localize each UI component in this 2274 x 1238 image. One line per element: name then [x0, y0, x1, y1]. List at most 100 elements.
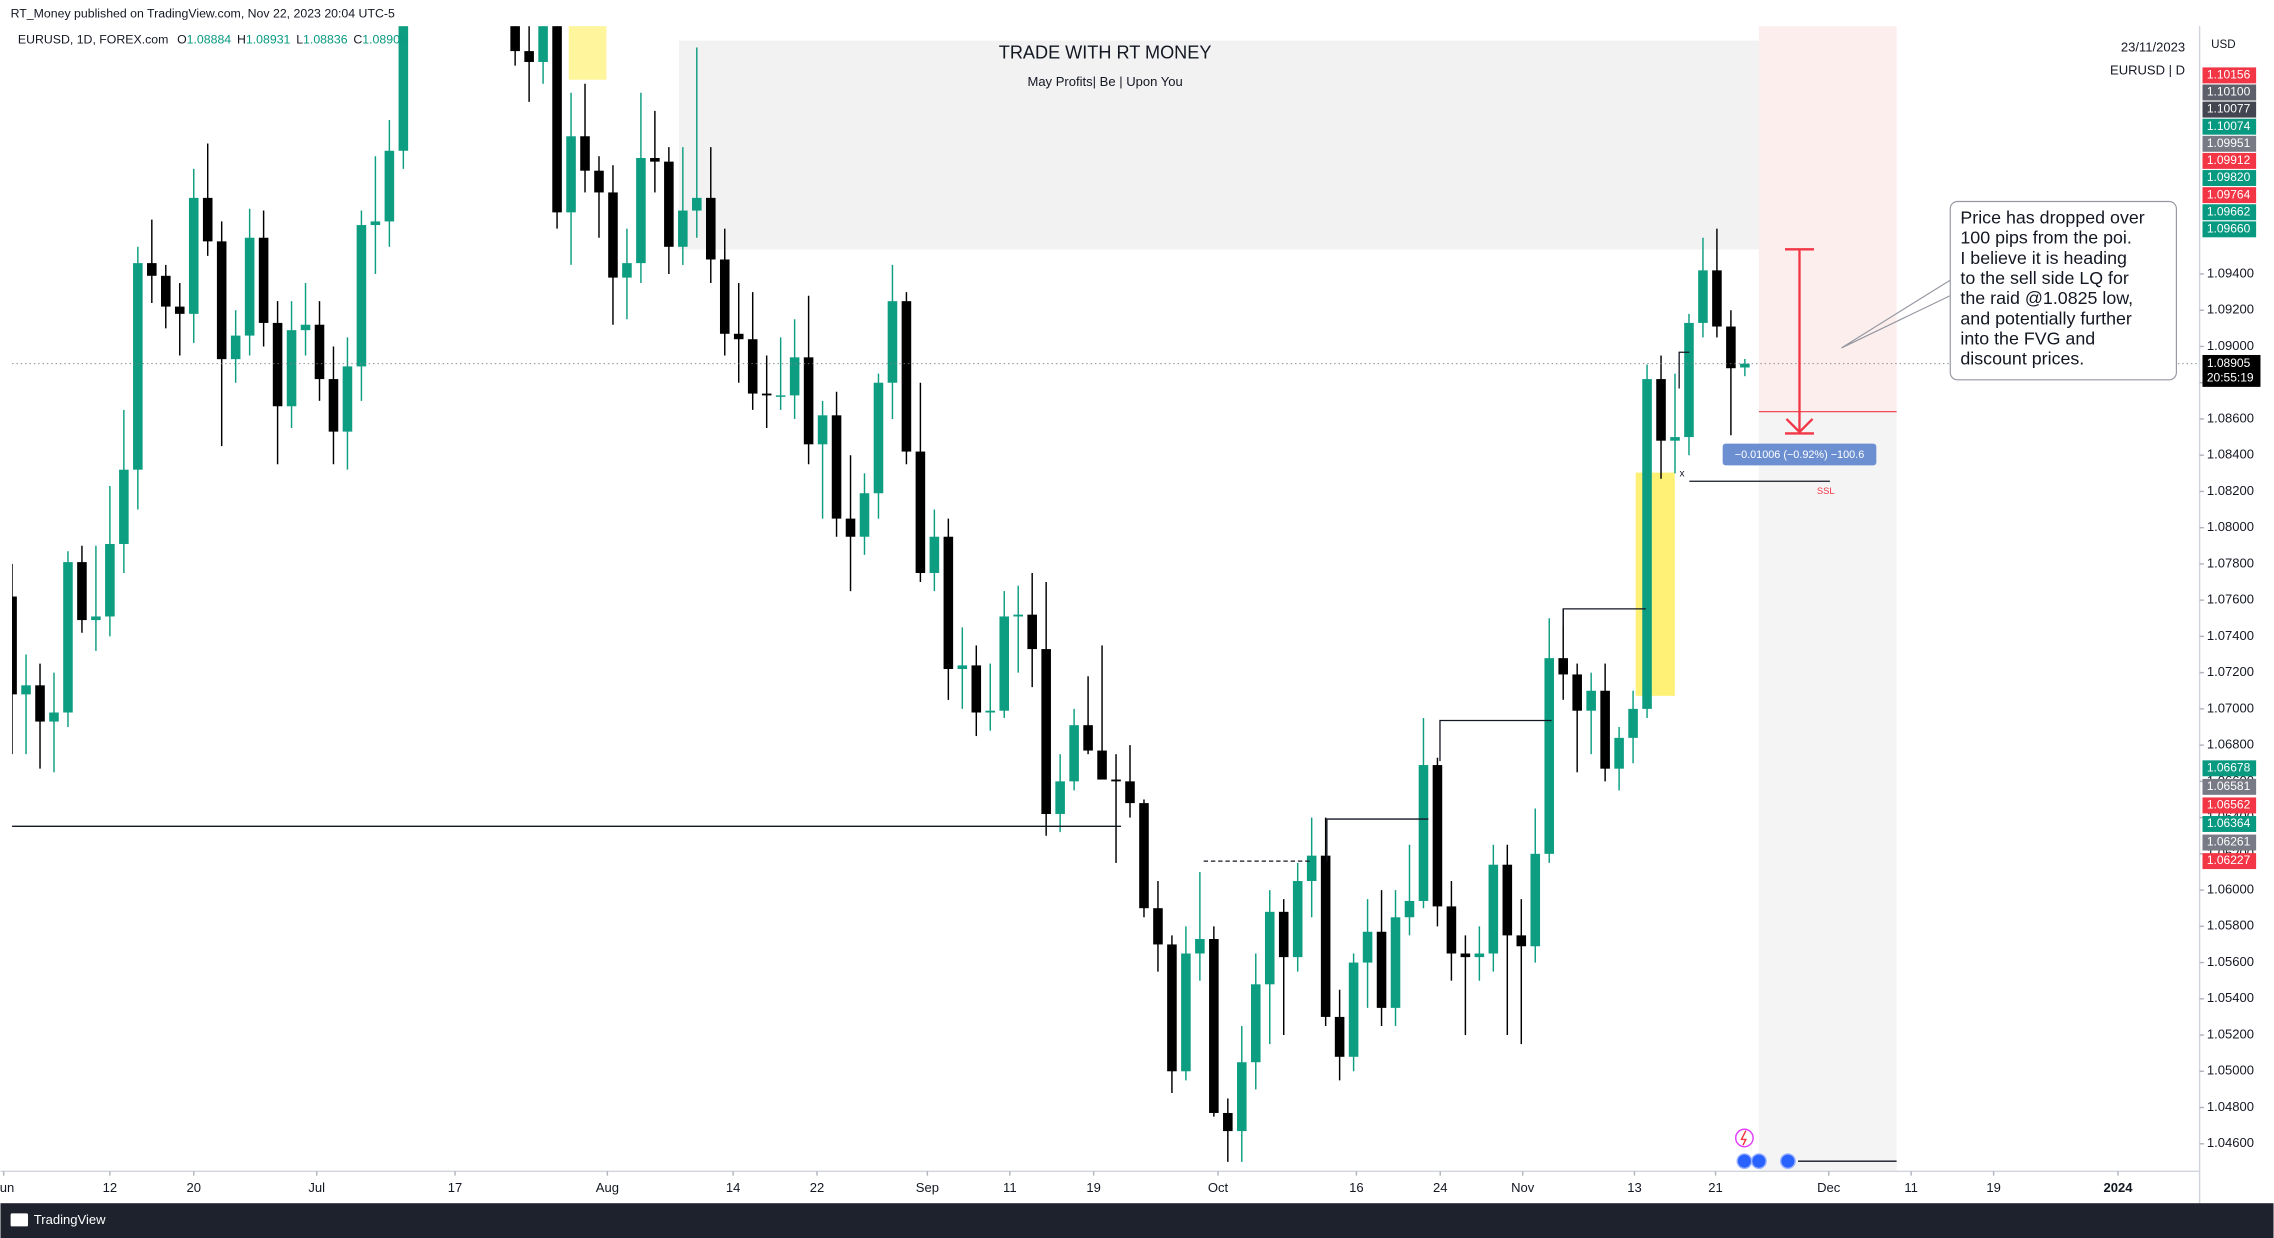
candle-body: [524, 51, 534, 62]
candle-body: [1558, 658, 1568, 675]
y-tick-label: 1.09200: [2207, 302, 2254, 317]
price-tag: [2202, 170, 2257, 186]
x-tick-label: 21: [1708, 1180, 1723, 1195]
candle-body: [1041, 649, 1051, 814]
price-tag-label: 1.10077: [2207, 102, 2251, 116]
candle-body: [1278, 911, 1289, 958]
price-tag-label: 1.06227: [2207, 853, 2251, 867]
x-tick-label: 20: [186, 1180, 201, 1195]
candle-body: [1111, 779, 1121, 782]
candle-body: [161, 275, 171, 307]
candle-body: [678, 210, 688, 247]
ohlc-key: L: [296, 33, 303, 47]
candle-body: [1153, 908, 1163, 945]
current-price-label: 1.08905: [2207, 356, 2251, 370]
y-tick-label: 1.07200: [2207, 664, 2254, 679]
x-tick-label: Dec: [1817, 1180, 1841, 1195]
header-bar: [0, 0, 2274, 27]
candle-body: [636, 158, 646, 264]
x-tick-label: 19: [1086, 1180, 1101, 1195]
candle-body: [91, 616, 101, 621]
candle-body: [705, 197, 716, 260]
price-tag-label: 1.09764: [2207, 187, 2251, 201]
candle-body: [1516, 935, 1527, 947]
candle-body: [1600, 690, 1610, 769]
y-tick-label: 1.07800: [2207, 555, 2254, 570]
annotation-line: I believe it is heading: [1960, 248, 2127, 268]
y-tick-label: 1.08200: [2207, 483, 2254, 498]
x-tick-label: 17: [448, 1180, 463, 1195]
price-tag-label: 1.06678: [2207, 760, 2251, 774]
brand-logo: [10, 1213, 29, 1227]
candle-body: [1013, 614, 1023, 617]
price-tag-label: 1.06364: [2207, 816, 2251, 830]
candle-body: [1488, 864, 1499, 954]
x-tick-label: 14: [726, 1180, 740, 1195]
event-icon[interactable]: [1750, 1153, 1767, 1170]
x-tick-label: Jul: [308, 1180, 325, 1195]
candle-body: [1069, 725, 1079, 782]
candle-body: [1432, 765, 1443, 907]
candle-body: [1530, 853, 1541, 947]
y-tick-label: 1.04800: [2207, 1099, 2254, 1114]
x-tick-label: Jun: [0, 1180, 14, 1195]
candle-body: [1264, 911, 1275, 985]
measure-box: [1722, 443, 1877, 466]
price-tag-label: 1.09951: [2207, 136, 2251, 150]
price-tag: [2202, 118, 2257, 135]
x-tick-label: 24: [1433, 1180, 1448, 1195]
supply-zone: [678, 40, 1813, 250]
event-icon[interactable]: [1779, 1153, 1796, 1170]
candle-body: [887, 301, 898, 383]
x-tick-label: Sep: [916, 1180, 939, 1195]
y-tick-label: 1.07000: [2207, 700, 2254, 715]
callout-pointer: [1841, 277, 1954, 349]
alert-glyph: [1740, 1130, 1748, 1146]
alert-icon[interactable]: [1734, 1128, 1754, 1148]
candle-body: [775, 395, 786, 397]
candle-body: [1320, 855, 1331, 1017]
price-tag: [2202, 760, 2257, 777]
price-tag-label: 1.09662: [2207, 204, 2251, 218]
measure-arrow: [1784, 248, 1814, 435]
y-tick-label: 1.08600: [2207, 410, 2254, 425]
y-tick-label: 1.07400: [2207, 628, 2254, 643]
candle-body: [188, 197, 199, 314]
event-icon[interactable]: [1736, 1153, 1753, 1170]
candle-body: [1348, 962, 1359, 1057]
candle-body: [789, 357, 800, 396]
y-tick-label: 1.05600: [2207, 954, 2254, 969]
candle-body: [999, 616, 1010, 711]
candle-body: [1474, 953, 1485, 958]
candle-body: [622, 263, 632, 278]
candle-body: [1544, 658, 1555, 854]
x-tick-label: 12: [103, 1180, 118, 1195]
x-tick-label: 13: [1627, 1180, 1642, 1195]
target-zone: [1758, 411, 1897, 1172]
annotation-line: and potentially further: [1960, 308, 2132, 328]
candle-body: [1656, 379, 1666, 441]
candle-body: [1390, 917, 1401, 1008]
candle-body: [538, 26, 548, 62]
candle-body: [1460, 953, 1471, 958]
price-tag-label: 1.10156: [2207, 68, 2251, 82]
symbol: EURUSD, 1D, FOREX.com: [18, 33, 169, 47]
candle-body: [1125, 781, 1135, 804]
annotation-line: into the FVG and: [1960, 329, 2095, 349]
ohlc-key: O: [177, 33, 187, 47]
candle-body: [971, 665, 982, 713]
y-tick-label: 1.05400: [2207, 990, 2254, 1005]
candle-body: [831, 415, 842, 519]
candles: [12, 26, 2200, 1162]
current-price-tag: [2202, 354, 2261, 387]
price-tag-label: 1.09912: [2207, 153, 2251, 167]
countdown-label: 20:55:19: [2207, 370, 2254, 384]
y-tick-label: 1.08000: [2207, 519, 2254, 534]
candle-body: [1167, 944, 1177, 1072]
candle-body: [356, 225, 367, 367]
published-line: RT_Money published on TradingView.com, N…: [11, 7, 395, 21]
x-tick-label: 11: [1904, 1180, 1918, 1195]
candle-body: [1209, 939, 1219, 1113]
candle-body: [845, 518, 856, 537]
candle-body: [929, 536, 940, 573]
